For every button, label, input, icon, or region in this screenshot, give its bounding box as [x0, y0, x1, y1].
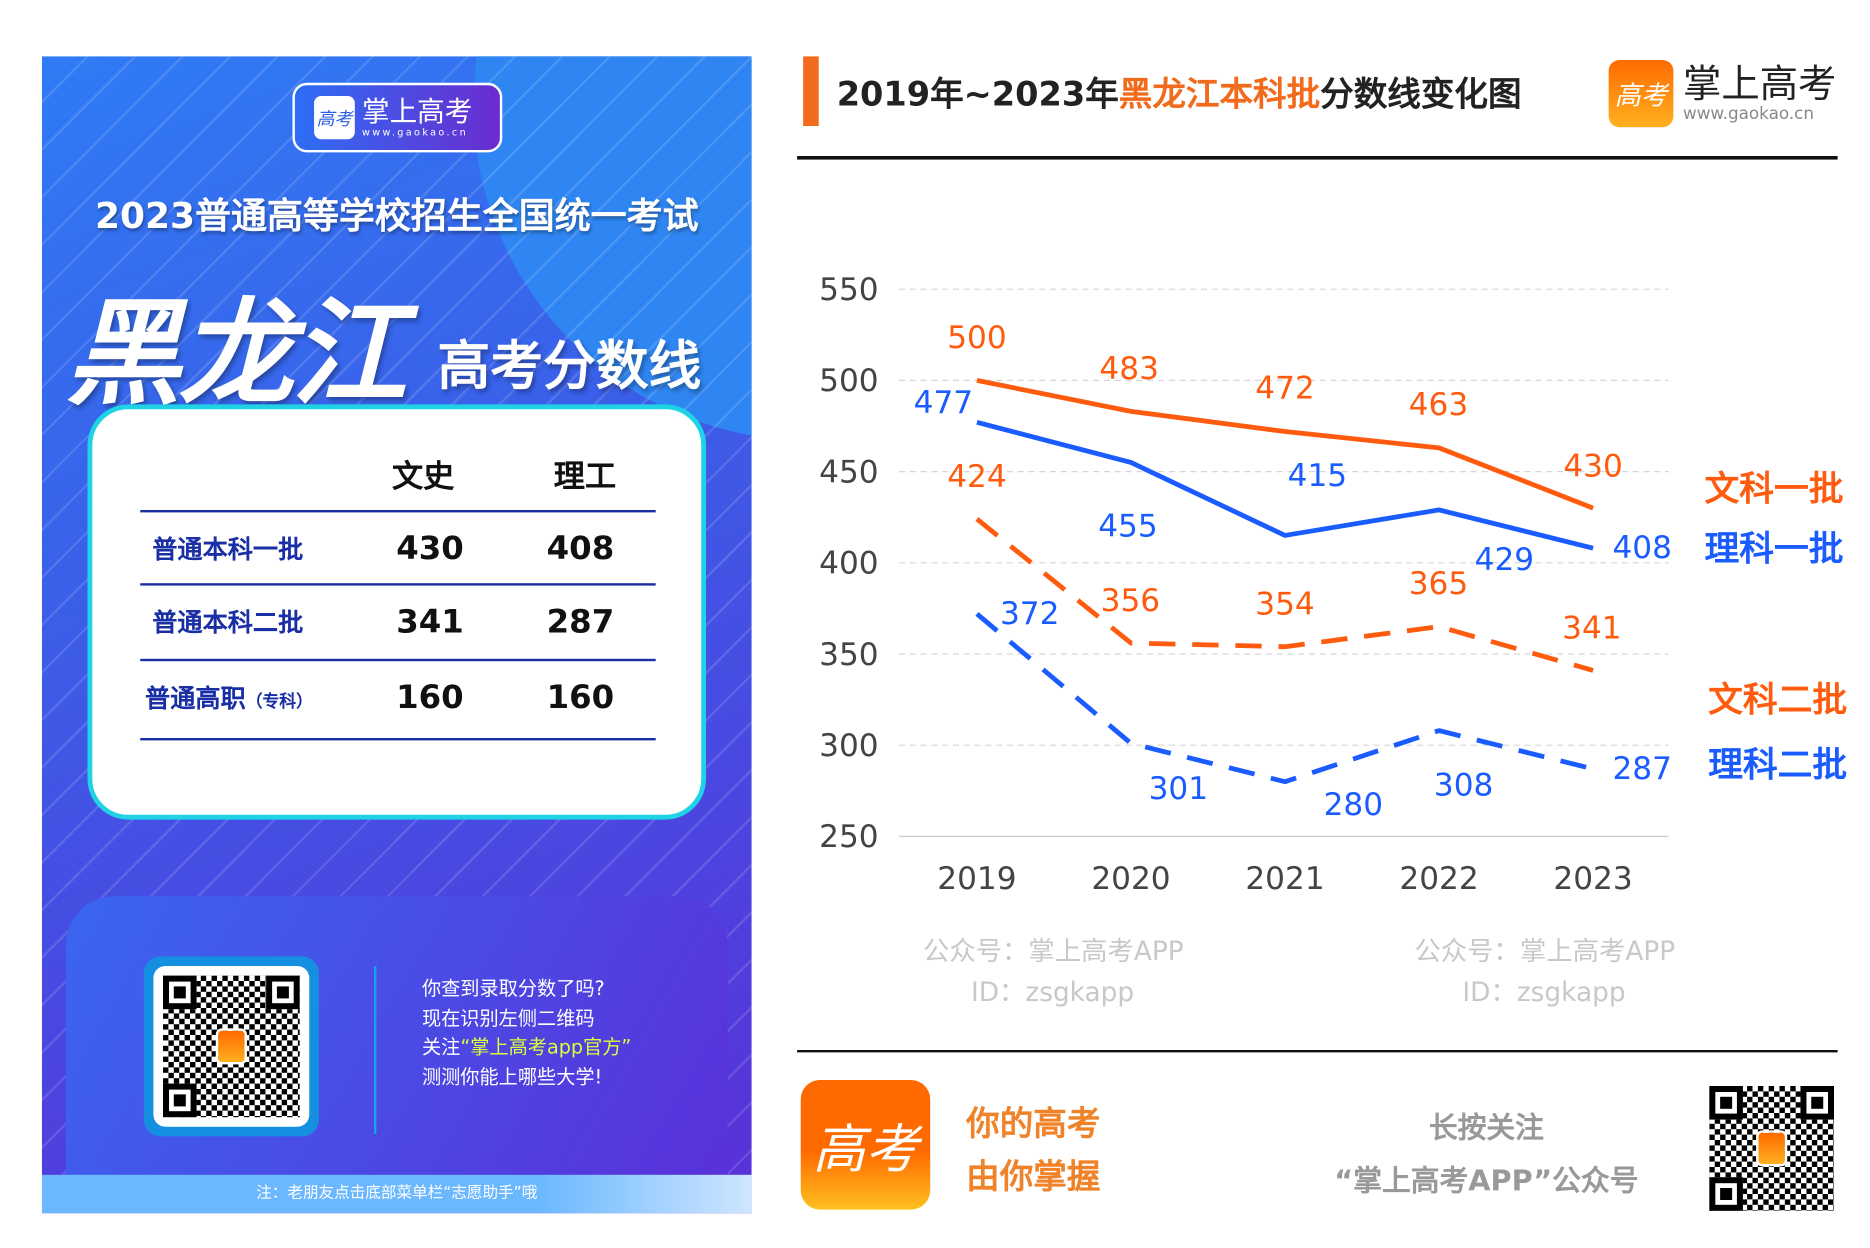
- watermark-line1: 公众号：掌上高考APP: [1414, 937, 1675, 967]
- row-label: 普通高职（专科）: [145, 684, 313, 713]
- data-label: 483: [1099, 351, 1158, 387]
- x-tick-label: 2021: [1245, 861, 1324, 897]
- x-tick-label: 2019: [937, 861, 1016, 897]
- divider: [373, 966, 377, 1134]
- row-label: 普通本科一批: [152, 535, 304, 564]
- slogan: 你的高考 由你掌握: [966, 1104, 1101, 1197]
- watermark-line2: ID：zsgkapp: [1462, 978, 1625, 1008]
- y-tick-label: 550: [819, 272, 878, 308]
- line-chart: 250 300 350 400 450 500 550 2019 2020 2021 2022 202…: [819, 272, 1847, 1008]
- footer-rule: [797, 1050, 1838, 1053]
- table-row: 普通高职（专科） 160 160: [140, 661, 655, 733]
- table-row: 普通本科一批 430 408: [140, 512, 655, 584]
- ligong-value: 408: [546, 529, 615, 567]
- title-accent-bar: [803, 56, 819, 127]
- data-label: 455: [1098, 508, 1157, 544]
- y-tick-label: 250: [819, 819, 878, 855]
- divider: [140, 738, 656, 741]
- data-label: 354: [1255, 586, 1314, 622]
- divider: [140, 510, 656, 513]
- poster: 高考 掌上高考 www.gaokao.cn 2023普通高等学校招生全国统一考试…: [41, 56, 752, 1214]
- wenshi-value: 160: [396, 678, 464, 716]
- footer-qr-code[interactable]: [1709, 1086, 1835, 1211]
- divider: [140, 583, 656, 586]
- wenshi-value: 341: [396, 603, 464, 641]
- table-row: 普通本科二批 341 287: [140, 586, 655, 658]
- data-label: 429: [1475, 542, 1534, 578]
- poster-logo: 高考 掌上高考 www.gaokao.cn: [292, 82, 503, 153]
- follow-text: 长按关注 “掌上高考APP”公众号: [1334, 1111, 1639, 1198]
- score-table-card: 文史 理工 普通本科一批 430 408 普通本科二批 341 287 普通高职…: [87, 404, 707, 820]
- data-label: 301: [1149, 771, 1208, 807]
- watermark-line1: 公众号：掌上高考APP: [923, 937, 1184, 967]
- gaokao-app-icon: 高考: [800, 1080, 931, 1210]
- brand-name: 掌上高考: [1682, 61, 1837, 107]
- qr-panel: 你查到录取分数了吗? 现在识别左侧二维码 关注“掌上高考app官方” 测测你能上…: [65, 896, 728, 1197]
- series-line-0: [976, 378, 1594, 511]
- qr-logo-icon: [215, 1028, 247, 1065]
- logo-name: 掌上高考: [362, 96, 473, 128]
- watermark-line2: ID：zsgkapp: [971, 978, 1134, 1008]
- logo-url: www.gaokao.cn: [362, 126, 469, 138]
- data-label: 463: [1409, 387, 1468, 423]
- qr-instructions: 你查到录取分数了吗? 现在识别左侧二维码 关注“掌上高考app官方” 测测你能上…: [421, 976, 632, 1088]
- qr-logo-icon: [1756, 1130, 1788, 1167]
- y-tick-label: 300: [819, 728, 878, 764]
- ligong-value: 160: [546, 678, 615, 716]
- series-label: 理科一批: [1705, 529, 1844, 569]
- series-label: 理科二批: [1708, 745, 1847, 785]
- qr-code[interactable]: [143, 956, 319, 1137]
- gaokao-logo-icon: 高考: [314, 96, 355, 140]
- exam-title: 2023普通高等学校招生全国统一考试: [94, 195, 699, 238]
- gaokao-logo-icon: 高考: [1608, 60, 1674, 128]
- series-line-3: [975, 612, 1594, 785]
- series-line-2: [975, 517, 1594, 673]
- data-label: 287: [1612, 751, 1671, 787]
- province-title: 黑龙江: [65, 286, 406, 422]
- data-label: 500: [947, 320, 1006, 356]
- data-label: 477: [914, 385, 973, 421]
- data-label: 356: [1101, 583, 1160, 619]
- x-tick-label: 2022: [1399, 861, 1478, 897]
- row-label: 普通本科二批: [152, 608, 304, 638]
- data-label: 372: [1000, 596, 1059, 632]
- chart-title: 2019年~2023年黑龙江本科批分数线变化图: [836, 74, 1522, 115]
- series-label: 文科一批: [1705, 469, 1844, 509]
- data-label: 341: [1562, 610, 1621, 646]
- data-label: 408: [1612, 530, 1671, 566]
- y-tick-label: 500: [819, 363, 878, 399]
- data-label: 280: [1324, 787, 1383, 823]
- data-label: 308: [1434, 768, 1493, 804]
- y-tick-label: 450: [819, 454, 878, 490]
- col-header-ligong: 理工: [553, 459, 617, 496]
- x-tick-label: 2023: [1553, 861, 1632, 897]
- x-tick-label: 2020: [1091, 861, 1170, 897]
- data-label: 424: [947, 459, 1006, 495]
- note-bar: 注：老朋友点击底部菜单栏“志愿助手”哦: [41, 1174, 752, 1214]
- ligong-value: 287: [546, 603, 615, 641]
- poster-subtitle: 高考分数线: [437, 336, 702, 398]
- divider: [140, 658, 656, 662]
- wenshi-value: 430: [396, 529, 464, 567]
- series-label: 文科二批: [1708, 681, 1847, 721]
- brand-url: www.gaokao.cn: [1682, 104, 1815, 124]
- data-label: 365: [1409, 566, 1468, 602]
- brand-logo: 高考 掌上高考 www.gaokao.cn: [1608, 60, 1837, 128]
- y-tick-label: 400: [819, 546, 878, 582]
- y-tick-label: 350: [819, 637, 878, 673]
- data-label: 415: [1288, 458, 1347, 494]
- data-label: 430: [1563, 448, 1622, 484]
- data-label: 472: [1255, 370, 1314, 406]
- series-line-1: [976, 420, 1594, 551]
- col-header-wenshi: 文史: [391, 459, 455, 496]
- header-rule: [797, 156, 1838, 160]
